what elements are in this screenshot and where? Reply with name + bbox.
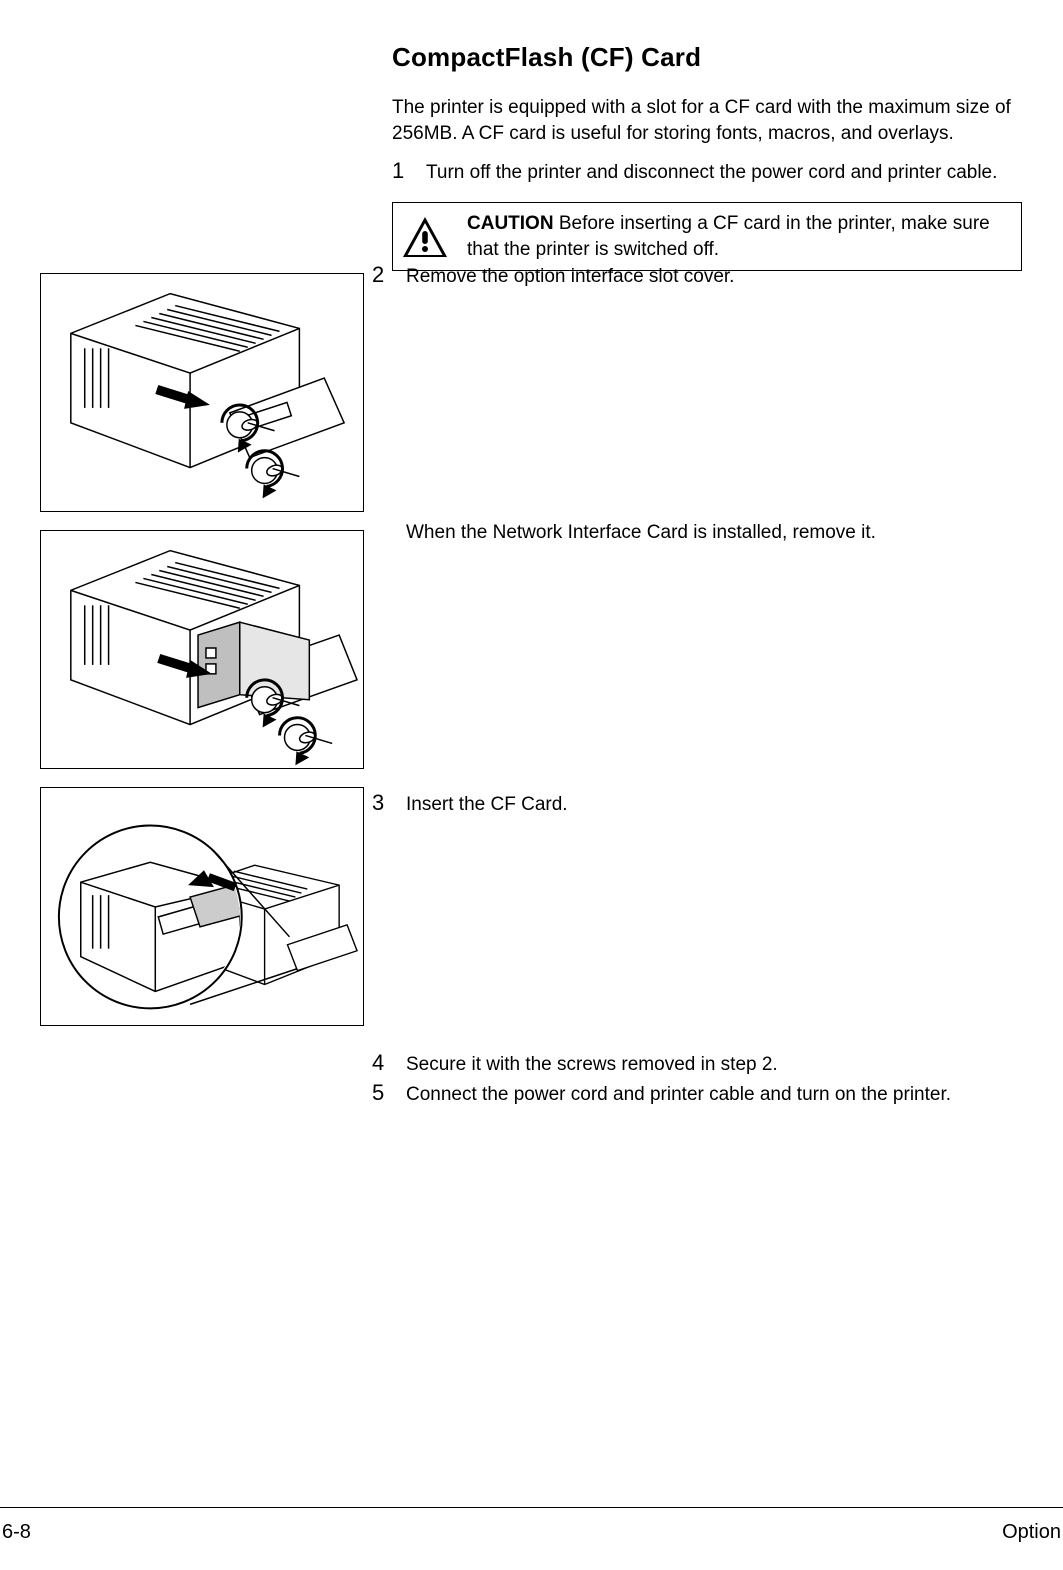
printer-diagram-icon bbox=[41, 787, 363, 1026]
step-3: 3 Insert the CF Card. bbox=[372, 790, 1022, 818]
footer-rule bbox=[0, 1507, 1063, 1508]
step-text: Connect the power cord and printer cable… bbox=[406, 1082, 1022, 1108]
main-content: CompactFlash (CF) Card The printer is eq… bbox=[392, 42, 1022, 289]
step-3-anchor: 3 Insert the CF Card. bbox=[372, 790, 1022, 828]
step-5-anchor: 5 Connect the power cord and printer cab… bbox=[372, 1080, 1022, 1118]
page-number: 6-8 bbox=[2, 1521, 31, 1544]
printer-diagram-icon bbox=[41, 273, 363, 512]
printer-diagram-icon bbox=[41, 530, 363, 769]
step-4: 4 Secure it with the screws removed in s… bbox=[372, 1050, 1022, 1078]
step-number: 2 bbox=[372, 262, 390, 288]
step-number: 1 bbox=[392, 158, 410, 184]
caution-text: CAUTION Before inserting a CF card in th… bbox=[467, 211, 1005, 262]
figure-remove-network-card bbox=[40, 530, 364, 769]
intro-paragraph: The printer is equipped with a slot for … bbox=[392, 95, 1022, 146]
step-number: 4 bbox=[372, 1050, 390, 1076]
caution-box: CAUTION Before inserting a CF card in th… bbox=[392, 202, 1022, 271]
step-2b-anchor: When the Network Interface Card is insta… bbox=[372, 520, 1022, 556]
step-number: 5 bbox=[372, 1080, 390, 1106]
step-2b: When the Network Interface Card is insta… bbox=[372, 520, 1022, 546]
step-text: Remove the option interface slot cover. bbox=[406, 264, 1022, 290]
step-text: Secure it with the screws removed in ste… bbox=[406, 1052, 1022, 1078]
section-label: Option bbox=[1002, 1521, 1061, 1544]
step-text: When the Network Interface Card is insta… bbox=[406, 520, 1022, 546]
figure-remove-slot-cover bbox=[40, 273, 364, 512]
page: CompactFlash (CF) Card The printer is eq… bbox=[0, 0, 1063, 1570]
caution-icon bbox=[401, 215, 449, 259]
step-1: 1 Turn off the printer and disconnect th… bbox=[392, 158, 1022, 186]
step-2: 2 Remove the option interface slot cover… bbox=[372, 262, 1022, 290]
figure-insert-cf-card bbox=[40, 787, 364, 1026]
caution-label: CAUTION bbox=[467, 213, 554, 234]
step-number: 3 bbox=[372, 790, 390, 816]
step-5: 5 Connect the power cord and printer cab… bbox=[372, 1080, 1022, 1108]
step-text: Turn off the printer and disconnect the … bbox=[426, 160, 1022, 186]
step-text: Insert the CF Card. bbox=[406, 792, 1022, 818]
step-2-anchor: 2 Remove the option interface slot cover… bbox=[372, 262, 1022, 300]
section-title: CompactFlash (CF) Card bbox=[392, 42, 1022, 73]
